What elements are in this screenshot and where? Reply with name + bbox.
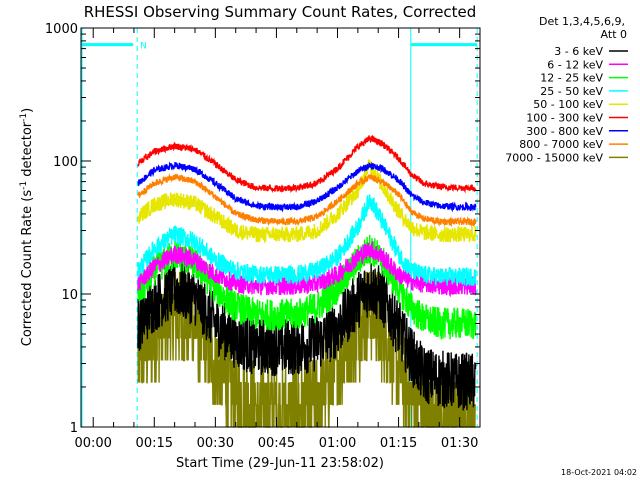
legend-title-line2: Att 0 <box>601 28 627 41</box>
y-axis-label: Corrected Count Rate (s-1 detector-1) <box>19 108 35 346</box>
x-tick-label: 01:30 <box>441 436 478 451</box>
y-tick-label: 1000 <box>45 22 78 37</box>
series-line-12-25-kev <box>137 234 477 340</box>
x-tick-label: 00:30 <box>197 436 234 451</box>
series-line-3-6-kev <box>137 260 477 411</box>
x-tick-label: 01:00 <box>319 436 356 451</box>
legend-label-6-12-kev: 6 - 12 keV <box>547 58 603 71</box>
plot-frame <box>80 27 481 428</box>
y-axis-label-end: ) <box>20 108 35 113</box>
legend-label-3-6-kev: 3 - 6 keV <box>554 45 603 58</box>
y-axis-label-main: Corrected Count Rate (s <box>20 190 35 347</box>
y-tick-label: 10 <box>61 288 78 303</box>
y-tick-label: 100 <box>53 155 78 170</box>
x-tick-label: 01:15 <box>380 436 417 451</box>
legend-label-25-50-kev: 25 - 50 keV <box>540 85 603 98</box>
x-tick-label: 00:00 <box>74 436 111 451</box>
x-tick-label: 00:45 <box>258 436 295 451</box>
footer-timestamp: 18-Oct-2021 04:02 <box>561 468 637 477</box>
series-line-300-800-kev <box>137 161 477 213</box>
legend-label-100-300-kev: 100 - 300 keV <box>526 112 603 125</box>
series-line-800-7000-kev <box>137 172 477 228</box>
y-axis-label-sup1: -1 <box>19 181 29 190</box>
series-line-25-50-kev <box>137 194 477 287</box>
legend-title-line1: Det 1,3,4,5,6,9, <box>539 15 625 28</box>
night-marker-label: N <box>140 42 147 52</box>
axis-ticks: 1 10 100 1000 00:00 00:15 00:30 00:45 01:00 01:15… <box>45 22 480 451</box>
y-tick-label: 1 <box>70 421 78 436</box>
x-tick-label: 00:15 <box>136 436 173 451</box>
y-axis-label-sup2: -1 <box>19 113 29 122</box>
x-axis-label: Start Time (29-Jun-11 23:58:02) <box>176 456 384 471</box>
legend-label-50-100-kev: 50 - 100 keV <box>533 98 603 111</box>
series-line-50-100-kev <box>137 159 477 244</box>
y-axis-label-mid: detector <box>20 121 35 181</box>
legend-label-300-800-kev: 300 - 800 keV <box>526 125 603 138</box>
series-line-100-300-kev <box>137 134 477 194</box>
chart-title: RHESSI Observing Summary Count Rates, Co… <box>84 3 477 21</box>
legend-label-12-25-kev: 12 - 25 keV <box>540 72 603 85</box>
legend-label-7000-15000-kev: 7000 - 15000 keV <box>505 151 603 164</box>
legend-label-800-7000-kev: 800 - 7000 keV <box>519 138 603 151</box>
series-group <box>137 134 477 428</box>
